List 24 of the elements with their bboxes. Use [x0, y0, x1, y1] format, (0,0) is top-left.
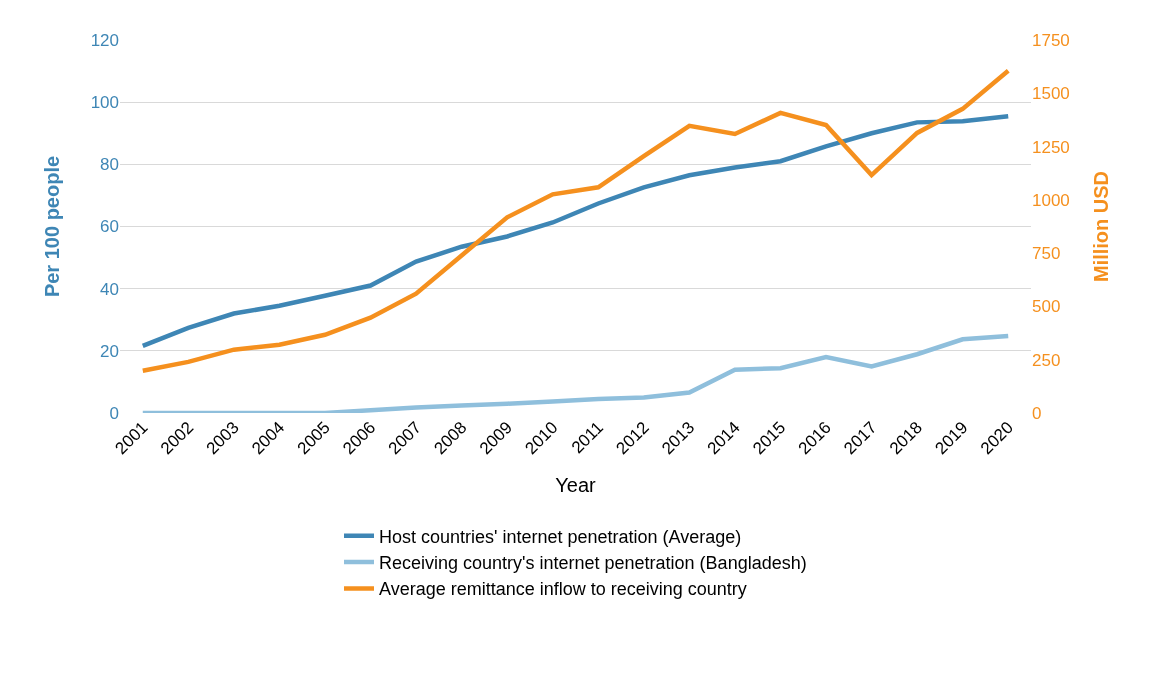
y2-tick-label: 500: [1032, 297, 1061, 317]
x-axis-title: Year: [555, 473, 597, 496]
y-tick-label: 100: [90, 93, 119, 113]
y2-tick-label: 1250: [1032, 137, 1070, 157]
y2-tick-label: 1000: [1032, 190, 1070, 210]
y-tick-label: 80: [100, 155, 119, 175]
y2-tick-label: 1500: [1032, 84, 1070, 104]
y2-axis-title: Million USD: [1090, 170, 1113, 283]
y-tick-label: 40: [100, 279, 119, 299]
y-tick-label: 120: [90, 30, 119, 50]
y-tick-label: 60: [100, 217, 119, 237]
y2-tick-label: 250: [1032, 350, 1061, 370]
y-tick-label: 20: [100, 341, 119, 361]
y2-tick-label: 1750: [1032, 30, 1070, 50]
y2-tick-label: 750: [1032, 244, 1061, 264]
legend-label: Receiving country's internet penetration (Bangladesh): [379, 553, 807, 574]
line-series: [140, 333, 1011, 413]
y-tick-label: 0: [109, 403, 119, 423]
line-series: [140, 113, 1011, 349]
line-series: [140, 68, 1011, 374]
y-axis-title: Per 100 people: [41, 155, 64, 298]
y2-tick-label: 0: [1032, 403, 1042, 423]
legend-label: Host countries' internet penetration (Average): [379, 526, 742, 547]
legend-label: Average remittance inflow to receiving country: [379, 579, 747, 600]
